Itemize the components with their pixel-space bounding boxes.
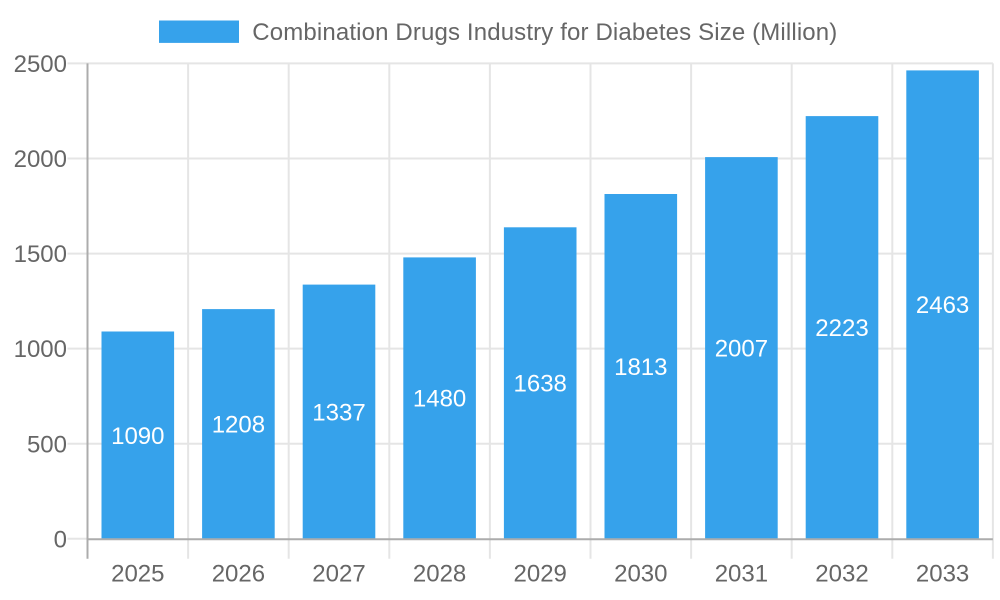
svg-text:1090: 1090 xyxy=(111,423,164,450)
svg-text:Combination Drugs Industry for: Combination Drugs Industry for Diabetes … xyxy=(252,19,837,46)
svg-text:2029: 2029 xyxy=(514,561,567,588)
svg-text:1813: 1813 xyxy=(614,354,667,381)
svg-text:2463: 2463 xyxy=(916,292,969,319)
svg-text:2028: 2028 xyxy=(413,561,466,588)
svg-text:2030: 2030 xyxy=(614,561,667,588)
svg-text:2025: 2025 xyxy=(111,561,164,588)
svg-text:2500: 2500 xyxy=(14,51,67,78)
svg-text:2026: 2026 xyxy=(212,561,265,588)
svg-text:2031: 2031 xyxy=(715,561,768,588)
svg-text:2033: 2033 xyxy=(916,561,969,588)
svg-text:2223: 2223 xyxy=(815,315,868,342)
svg-text:500: 500 xyxy=(27,431,67,458)
svg-text:0: 0 xyxy=(54,526,67,553)
svg-text:2027: 2027 xyxy=(312,561,365,588)
svg-text:1000: 1000 xyxy=(14,336,67,363)
svg-text:1638: 1638 xyxy=(514,371,567,398)
svg-text:2000: 2000 xyxy=(14,146,67,173)
svg-text:2007: 2007 xyxy=(715,336,768,363)
svg-text:1480: 1480 xyxy=(413,386,466,413)
svg-text:2032: 2032 xyxy=(815,561,868,588)
svg-text:1337: 1337 xyxy=(312,399,365,426)
svg-text:1208: 1208 xyxy=(212,412,265,439)
svg-text:1500: 1500 xyxy=(14,241,67,268)
